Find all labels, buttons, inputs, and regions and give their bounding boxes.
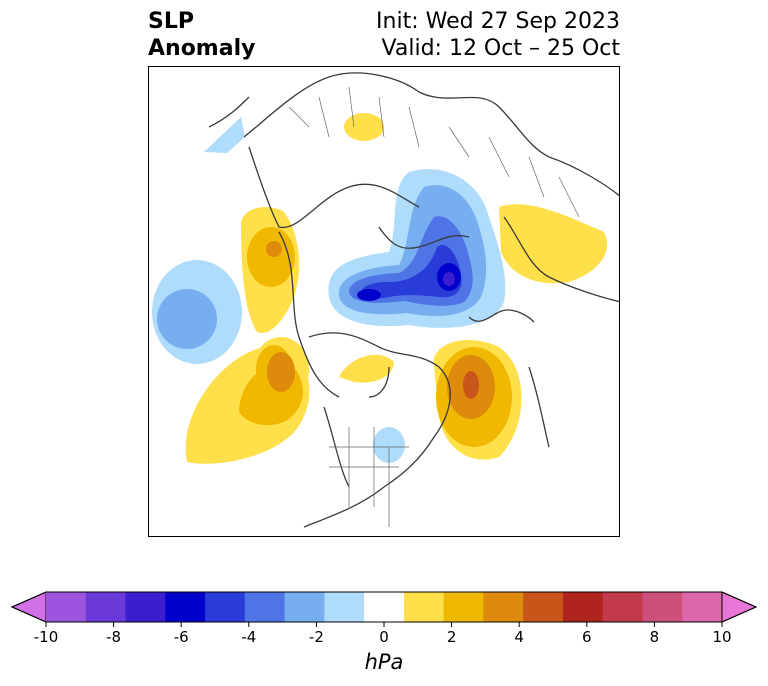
map-title: SLP Anomaly	[148, 8, 255, 62]
colorbar-arrow-low	[10, 591, 47, 623]
title-slp: SLP	[148, 9, 194, 34]
colorbar-tick-label: -4	[241, 628, 257, 646]
colorbar-tick-label: 4	[514, 628, 524, 646]
colorbar-cell	[443, 592, 484, 622]
colorbar-cell	[364, 592, 405, 622]
coastlines	[208, 72, 619, 528]
valid-range: Valid: 12 Oct – 25 Oct	[381, 36, 620, 61]
colorbar-tick-label: -2	[308, 628, 324, 646]
colorbar-cell	[125, 592, 166, 622]
colorbar-cells	[10, 591, 758, 627]
colorbar-unit: hPa	[364, 650, 404, 674]
map-dates: Init: Wed 27 Sep 2023 Valid: 12 Oct – 25…	[376, 8, 620, 62]
political-borders	[288, 86, 580, 527]
init-date: Init: Wed 27 Sep 2023	[376, 9, 620, 34]
colorbar-cell	[284, 592, 325, 622]
colorbar-cell	[682, 592, 723, 622]
negative-anomaly-shading	[152, 117, 506, 463]
colorbar-cell	[85, 592, 127, 622]
colorbar-tick-label: -10	[33, 628, 59, 646]
colorbar-tick-label: 8	[649, 628, 660, 646]
colorbar-cell	[324, 592, 365, 622]
anomaly-map	[148, 66, 620, 537]
colorbar-cell	[642, 592, 683, 622]
colorbar-cell	[244, 592, 286, 622]
colorbar-cell	[46, 592, 87, 622]
colorbar-tick-label: -6	[173, 628, 189, 646]
colorbar-cell	[602, 592, 643, 622]
colorbar-cell	[483, 592, 524, 622]
colorbar-arrow-high	[721, 591, 758, 623]
colorbar	[10, 591, 758, 627]
colorbar-tick-label: 6	[582, 628, 592, 646]
colorbar-cell	[523, 592, 564, 622]
title-anomaly: Anomaly	[148, 36, 256, 61]
colorbar-cell	[562, 592, 604, 622]
colorbar-cell	[205, 592, 246, 622]
colorbar-tick-label: -8	[106, 628, 122, 646]
positive-anomaly-shading	[185, 113, 608, 464]
map-canvas	[152, 72, 619, 528]
colorbar-cell	[403, 592, 445, 622]
colorbar-tick-label: 10	[712, 628, 732, 646]
colorbar-tick-label: 0	[379, 628, 389, 646]
colorbar-tick-label: 2	[446, 628, 457, 646]
colorbar-cell	[165, 592, 206, 622]
